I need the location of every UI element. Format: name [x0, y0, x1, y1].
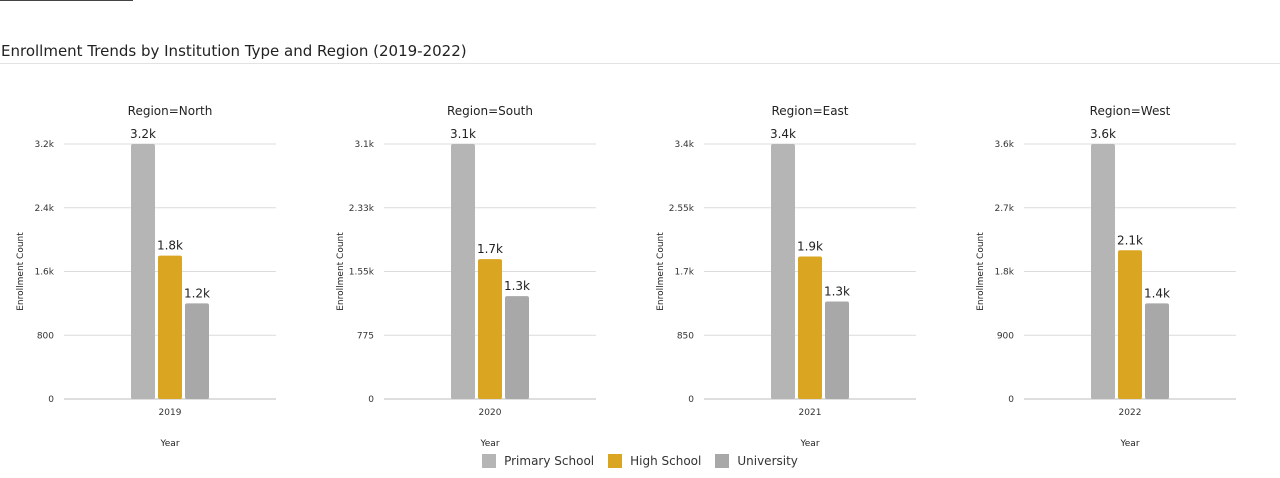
panel-2-bar-high-school: [478, 259, 502, 399]
panel-2-ytick-label: 775: [357, 331, 374, 341]
panel-1-data-label: 3.2k: [130, 127, 156, 141]
panel-2-ytick-label: 3.1k: [354, 140, 374, 150]
panel-1-ytick-label: 1.6k: [34, 268, 54, 278]
panel-1-bar-high-school: [158, 255, 182, 399]
panel-3-ytick-label: 3.4k: [674, 140, 694, 150]
panel-3-ytick-label: 1.7k: [674, 268, 694, 278]
panel-3-data-label: 1.3k: [824, 285, 850, 299]
panel-1-ylabel: Enrollment Count: [16, 232, 26, 311]
panel-4-xlabel: Year: [1119, 439, 1139, 449]
panel-3-ylabel: Enrollment Count: [656, 232, 666, 311]
panel-1-ytick-label: 800: [37, 331, 54, 341]
panel-1-ytick-label: 0: [48, 395, 54, 405]
panel-3-ytick-label: 0: [688, 395, 694, 405]
panel-3-bar-primary-school: [771, 144, 795, 399]
panel-2-xtick-label: 2020: [479, 408, 502, 418]
panel-3-bar-high-school: [798, 256, 822, 399]
legend-label-primary-school: Primary School: [504, 454, 595, 468]
panel-1-bar-university: [185, 303, 209, 399]
title-divider: [0, 63, 1280, 64]
panel-4-ytick-label: 900: [997, 331, 1014, 341]
panel-4-ytick-label: 1.8k: [994, 268, 1014, 278]
panel-1-data-label: 1.8k: [157, 239, 183, 253]
panel-4-bar-university: [1145, 303, 1169, 399]
legend-swatch-high-school: [608, 454, 623, 468]
legend-label-high-school: High School: [630, 454, 702, 468]
panel-4-xtick-label: 2022: [1119, 408, 1142, 418]
panel-4-data-label: 2.1k: [1117, 233, 1143, 247]
panel-2-ytick-label: 0: [368, 395, 374, 405]
panel-2-data-label: 1.3k: [504, 279, 530, 293]
panel-2-ytick-label: 1.55k: [349, 268, 375, 278]
panel-3-ytick-label: 850: [677, 331, 694, 341]
panel-3-xtick-label: 2021: [799, 408, 822, 418]
panel-4-ylabel: Enrollment Count: [976, 232, 986, 311]
panel-2-ytick-label: 2.33k: [349, 204, 375, 214]
panel-1-title: Region=North: [128, 104, 213, 118]
panel-2-title: Region=South: [447, 104, 533, 118]
panel-2-bar-university: [505, 296, 529, 399]
panel-3-bar-university: [825, 301, 849, 399]
legend-swatch-university: [715, 454, 730, 468]
panel-4-data-label: 1.4k: [1144, 286, 1170, 300]
chart-title: Enrollment Trends by Institution Type an…: [1, 42, 467, 60]
top-divider: [0, 0, 133, 1]
panel-1-xlabel: Year: [159, 439, 179, 449]
panel-4-bar-primary-school: [1091, 144, 1115, 399]
legend-item-primary-school[interactable]: Primary School: [482, 454, 594, 468]
legend-swatch-primary-school: [482, 454, 497, 468]
panel-3-title: Region=East: [771, 104, 848, 118]
panel-2-xlabel: Year: [479, 439, 499, 449]
panel-1-data-label: 1.2k: [184, 286, 210, 300]
panel-4-ytick-label: 3.6k: [994, 140, 1014, 150]
panel-3-data-label: 1.9k: [797, 240, 823, 254]
panel-4-ytick-label: 2.7k: [994, 204, 1014, 214]
panel-1-bar-primary-school: [131, 144, 155, 399]
panel-3-xlabel: Year: [799, 439, 819, 449]
panel-2-data-label: 3.1k: [450, 127, 476, 141]
legend-label-university: University: [737, 454, 798, 468]
panel-4-bar-high-school: [1118, 250, 1142, 399]
panel-2-data-label: 1.7k: [477, 242, 503, 256]
panel-4-title: Region=West: [1090, 104, 1171, 118]
legend-item-high-school[interactable]: High School: [608, 454, 701, 468]
panel-4-ytick-label: 0: [1008, 395, 1014, 405]
panel-3-ytick-label: 2.55k: [669, 204, 695, 214]
panel-3-data-label: 3.4k: [770, 127, 796, 141]
panel-2-ylabel: Enrollment Count: [336, 232, 346, 311]
panel-1-ytick-label: 3.2k: [34, 140, 54, 150]
legend-item-university[interactable]: University: [715, 454, 798, 468]
legend: Primary School High School University: [0, 454, 1280, 468]
panel-1-xtick-label: 2019: [159, 408, 182, 418]
panel-4-data-label: 3.6k: [1090, 127, 1116, 141]
panel-2-bar-primary-school: [451, 144, 475, 399]
panel-1-ytick-label: 2.4k: [34, 204, 54, 214]
